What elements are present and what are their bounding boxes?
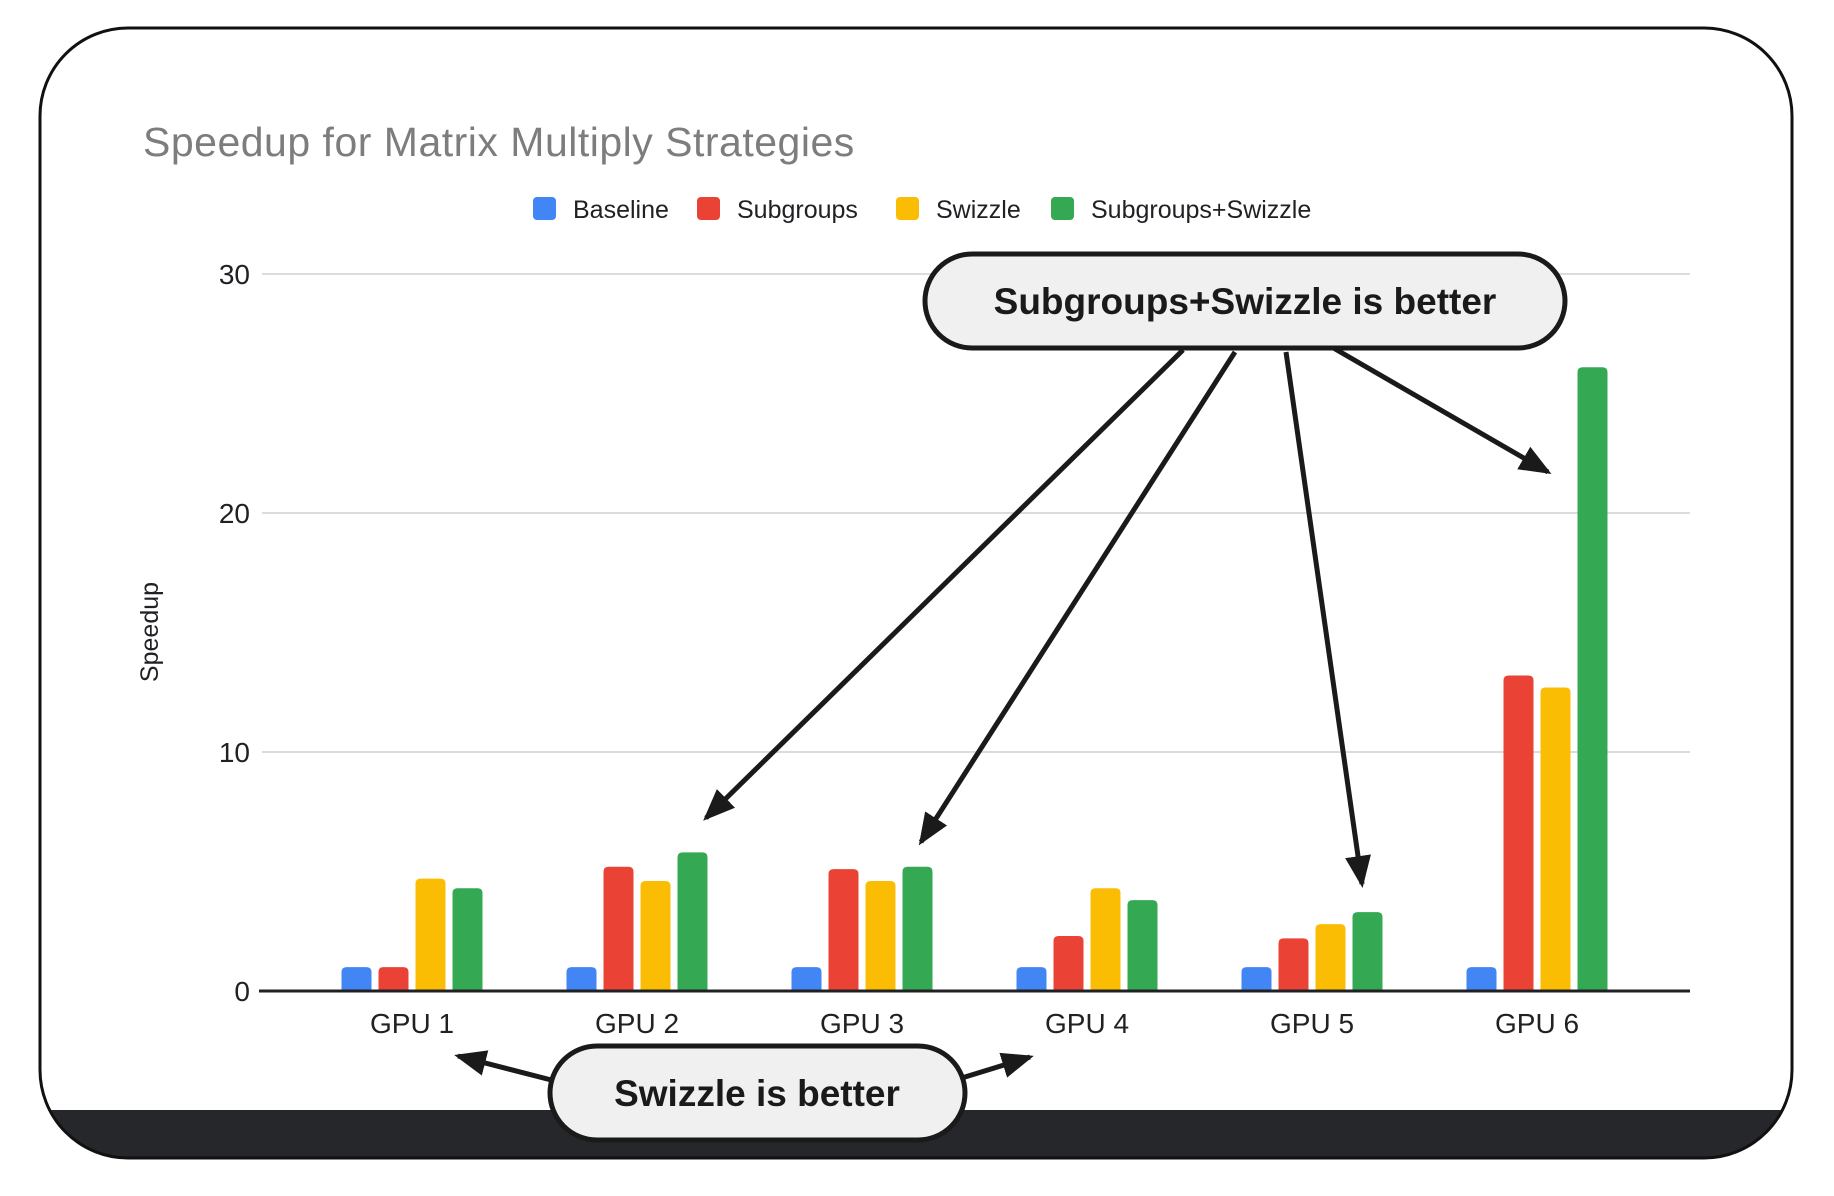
bar-swizzle xyxy=(415,878,446,991)
bar-subgroups xyxy=(603,866,634,991)
bottom-callout-bubble xyxy=(547,1043,968,1143)
legend-swatch xyxy=(533,197,556,220)
bar-baseline xyxy=(341,967,372,991)
bar-baseline xyxy=(1466,967,1497,991)
legend-item: Baseline xyxy=(533,196,669,224)
x-category-label: GPU 2 xyxy=(595,1008,679,1039)
y-axis-ticks: 0 10 20 30 xyxy=(219,259,250,1007)
callout-arrow xyxy=(918,350,1238,846)
bar-swizzle xyxy=(640,881,671,991)
bar-group-6 xyxy=(1466,367,1608,992)
bar-baseline xyxy=(791,967,822,991)
bar-swizzle xyxy=(1090,888,1121,991)
bar-subgroups xyxy=(828,869,859,991)
bar-swizzle xyxy=(1540,687,1571,991)
callout-arrow xyxy=(1283,351,1371,888)
x-category-label: GPU 4 xyxy=(1045,1008,1129,1039)
top-callout-bubble xyxy=(922,251,1568,351)
bar-group-1 xyxy=(341,878,483,991)
bar-subgroups-swizzle xyxy=(677,852,708,991)
bar-subgroups xyxy=(1503,675,1534,991)
callout-arrow xyxy=(951,1052,1034,1084)
legend: Baseline Subgroups Swizzle Subgroups+Swizzl… xyxy=(533,196,1311,224)
callout-arrow xyxy=(703,348,1185,821)
bar-baseline xyxy=(566,967,597,991)
bar-group-4 xyxy=(1016,888,1158,991)
bar-group-5 xyxy=(1241,912,1383,991)
bar-subgroups-swizzle xyxy=(1352,912,1383,991)
callout-arrows xyxy=(454,343,1552,1086)
bar-groups xyxy=(341,367,1608,992)
legend-label: Baseline xyxy=(573,196,669,224)
x-category-label: GPU 5 xyxy=(1270,1008,1354,1039)
y-axis-title: Speedup xyxy=(136,582,164,682)
y-tick-label: 10 xyxy=(219,737,250,768)
bar-subgroups xyxy=(378,967,409,991)
bar-group-2 xyxy=(566,852,708,991)
bar-subgroups-swizzle xyxy=(1577,367,1608,992)
bar-baseline xyxy=(1016,967,1047,991)
card-frame xyxy=(38,26,1794,1160)
bar-baseline xyxy=(1241,967,1272,991)
callout-arrow xyxy=(454,1050,564,1086)
bar-subgroups xyxy=(1053,936,1084,991)
x-category-label: GPU 3 xyxy=(820,1008,904,1039)
legend-swatch xyxy=(896,197,919,220)
legend-label: Subgroups xyxy=(737,196,858,224)
x-category-label: GPU 6 xyxy=(1495,1008,1579,1039)
legend-item: Subgroups+Swizzle xyxy=(1051,196,1311,224)
top-callout-label: Subgroups+Swizzle is better xyxy=(994,281,1497,322)
bar-swizzle xyxy=(1315,924,1346,991)
y-tick-label: 20 xyxy=(219,498,250,529)
legend-item: Swizzle xyxy=(896,196,1021,224)
legend-swatch xyxy=(697,197,720,220)
callout-arrow xyxy=(1328,343,1552,475)
bar-group-3 xyxy=(791,866,933,991)
legend-swatch xyxy=(1051,197,1074,220)
bar-subgroups xyxy=(1278,938,1309,991)
bar-subgroups-swizzle xyxy=(1127,900,1158,991)
bar-subgroups-swizzle xyxy=(452,888,483,991)
legend-label: Subgroups+Swizzle xyxy=(1091,196,1311,224)
y-tick-label: 0 xyxy=(234,976,250,1007)
bar-swizzle xyxy=(865,881,896,991)
x-category-labels: GPU 1 GPU 2 GPU 3 GPU 4 GPU 5 GPU 6 xyxy=(370,1008,1579,1039)
legend-label: Swizzle xyxy=(936,196,1021,224)
bar-subgroups-swizzle xyxy=(902,866,933,991)
y-tick-label: 30 xyxy=(219,259,250,290)
chart-title: Speedup for Matrix Multiply Strategies xyxy=(143,119,855,165)
x-category-label: GPU 1 xyxy=(370,1008,454,1039)
bottom-callout-label: Swizzle is better xyxy=(614,1073,900,1114)
legend-item: Subgroups xyxy=(697,196,858,224)
